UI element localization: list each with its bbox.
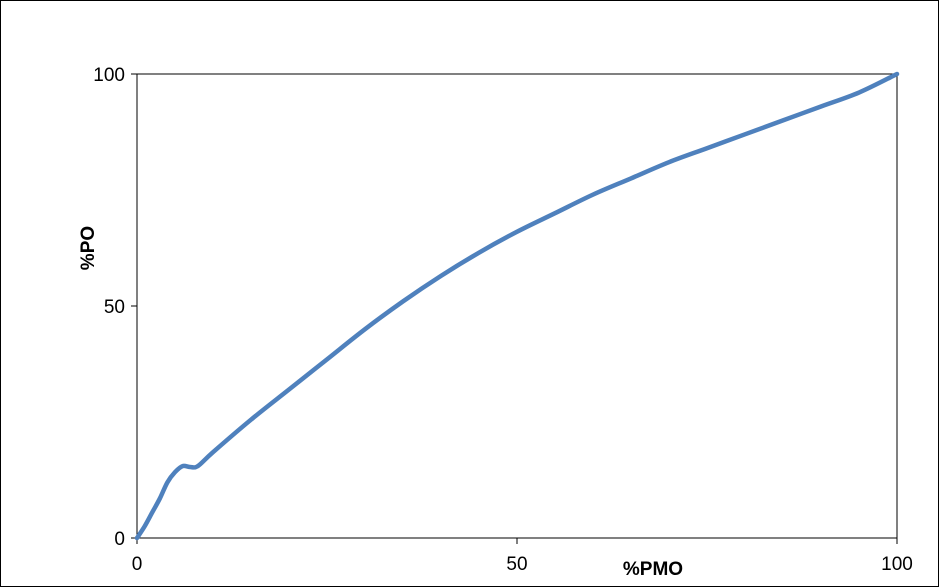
- plot-area: [136, 73, 898, 539]
- y-axis-title: %PO: [78, 226, 99, 270]
- x-tick-label: 0: [132, 554, 143, 575]
- y-tick-label: 100: [93, 65, 125, 86]
- series-line: [134, 71, 900, 541]
- x-axis-title: %PMO: [623, 559, 683, 580]
- x-tick-label: 100: [881, 554, 913, 575]
- y-tick-label: 0: [114, 529, 125, 550]
- x-tick-label: 50: [506, 554, 527, 575]
- y-tick-label: 50: [104, 297, 125, 318]
